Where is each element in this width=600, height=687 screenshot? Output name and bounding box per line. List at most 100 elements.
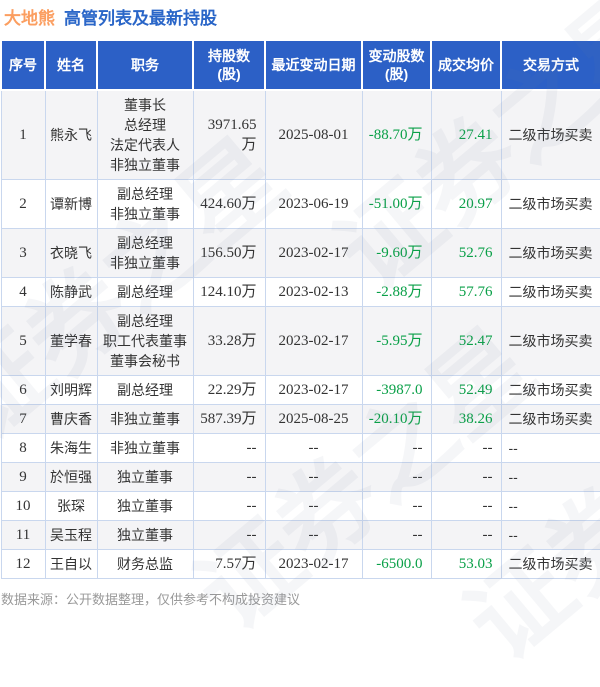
cell-shares: 3971.65万 (192, 89, 266, 180)
cell-seq: 6 (0, 375, 46, 405)
cell-method: 二级市场买卖 (500, 277, 600, 307)
col-header-position: 职务 (96, 39, 194, 91)
cell-position: 副总经理 (96, 375, 194, 405)
cell-shares: 424.60万 (192, 179, 266, 229)
cell-name: 王自以 (44, 549, 98, 579)
cell-change: -51.00万 (361, 179, 432, 229)
cell-date: -- (264, 520, 363, 550)
cell-seq: 11 (0, 520, 46, 550)
cell-date: 2023-02-17 (264, 228, 363, 278)
table-row: 9 於恒强 独立董事 -- -- -- -- -- (0, 462, 600, 492)
cell-price: 20.97 (430, 179, 502, 229)
col-header-shares: 持股数 (股) (192, 39, 266, 91)
cell-shares: 22.29万 (192, 375, 266, 405)
cell-date: 2023-06-19 (264, 179, 363, 229)
data-source-note: 数据来源：公开数据整理，仅供参考不构成投资建议 (1, 592, 301, 607)
col-header-date: 最近变动日期 (264, 39, 363, 91)
col-header-name: 姓名 (44, 39, 98, 91)
cell-change: -- (361, 520, 432, 550)
cell-position: 独立董事 (96, 520, 194, 550)
cell-price: 52.76 (430, 228, 502, 278)
cell-price: 38.26 (430, 404, 502, 434)
cell-price: 27.41 (430, 89, 502, 180)
page-title: 大地熊 高管列表及最新持股 (0, 0, 600, 30)
stock-name: 大地熊 (4, 9, 55, 28)
cell-price: -- (430, 520, 502, 550)
cell-name: 董学春 (44, 306, 98, 376)
cell-change: -2.88万 (361, 277, 432, 307)
cell-seq: 7 (0, 404, 46, 434)
cell-method: -- (500, 433, 600, 463)
cell-method: 二级市场买卖 (500, 228, 600, 278)
cell-price: 52.47 (430, 306, 502, 376)
cell-seq: 1 (0, 89, 46, 180)
table-row: 7 曹庆香 非独立董事 587.39万 2025-08-25 -20.10万 38.26 二级… (0, 404, 600, 434)
table-row: 4 陈静武 副总经理 124.10万 2023-02-13 -2.88万 57.76 二级市场… (0, 277, 600, 307)
table-header-row: 序号 姓名 职务 持股数 (股) 最近变动日期 变动股数 (股) 成交均价 交易… (0, 39, 600, 91)
cell-change: -5.95万 (361, 306, 432, 376)
table-row: 2 谭新博 副总经理 非独立董事 424.60万 2023-06-19 -51.00万 20… (0, 179, 600, 229)
cell-shares: 156.50万 (192, 228, 266, 278)
col-header-seq: 序号 (0, 39, 46, 91)
col-header-method: 交易方式 (500, 39, 600, 91)
table-body: 1 熊永飞 董事长 总经理 法定代表人 非独立董事 3971.65万 2025-08-0… (0, 89, 600, 579)
cell-seq: 9 (0, 462, 46, 492)
table-row: 3 衣晓飞 副总经理 非独立董事 156.50万 2023-02-17 -9.60万 52.… (0, 228, 600, 278)
cell-date: 2023-02-17 (264, 549, 363, 579)
table-row: 1 熊永飞 董事长 总经理 法定代表人 非独立董事 3971.65万 2025-08-0… (0, 89, 600, 180)
cell-method: 二级市场买卖 (500, 404, 600, 434)
cell-change: -6500.0 (361, 549, 432, 579)
cell-price: -- (430, 491, 502, 521)
cell-seq: 10 (0, 491, 46, 521)
cell-shares: -- (192, 462, 266, 492)
cell-name: 吴玉程 (44, 520, 98, 550)
cell-position: 副总经理 非独立董事 (96, 228, 194, 278)
table-row: 6 刘明辉 副总经理 22.29万 2023-02-17 -3987.0 52.49 二级市场… (0, 375, 600, 405)
table-row: 10 张琛 独立董事 -- -- -- -- -- (0, 491, 600, 521)
cell-price: 53.03 (430, 549, 502, 579)
table-row: 11 吴玉程 独立董事 -- -- -- -- -- (0, 520, 600, 550)
cell-shares: -- (192, 491, 266, 521)
col-header-price: 成交均价 (430, 39, 502, 91)
cell-method: 二级市场买卖 (500, 375, 600, 405)
table-row: 12 王自以 财务总监 7.57万 2023-02-17 -6500.0 53.03 二级市场… (0, 549, 600, 579)
cell-name: 熊永飞 (44, 89, 98, 180)
cell-shares: 587.39万 (192, 404, 266, 434)
cell-method: -- (500, 520, 600, 550)
cell-date: 2023-02-17 (264, 306, 363, 376)
cell-name: 张琛 (44, 491, 98, 521)
cell-name: 刘明辉 (44, 375, 98, 405)
cell-date: -- (264, 491, 363, 521)
cell-method: 二级市场买卖 (500, 89, 600, 180)
cell-seq: 8 (0, 433, 46, 463)
cell-date: -- (264, 433, 363, 463)
cell-change: -- (361, 491, 432, 521)
cell-seq: 4 (0, 277, 46, 307)
cell-name: 於恒强 (44, 462, 98, 492)
cell-price: -- (430, 462, 502, 492)
cell-change: -88.70万 (361, 89, 432, 180)
cell-change: -20.10万 (361, 404, 432, 434)
cell-change: -- (361, 433, 432, 463)
cell-position: 财务总监 (96, 549, 194, 579)
cell-date: 2023-02-17 (264, 375, 363, 405)
cell-shares: 7.57万 (192, 549, 266, 579)
cell-seq: 3 (0, 228, 46, 278)
cell-position: 非独立董事 (96, 404, 194, 434)
cell-position: 非独立董事 (96, 433, 194, 463)
cell-seq: 2 (0, 179, 46, 229)
cell-change: -3987.0 (361, 375, 432, 405)
cell-position: 独立董事 (96, 462, 194, 492)
cell-position: 副总经理 (96, 277, 194, 307)
cell-method: 二级市场买卖 (500, 306, 600, 376)
cell-shares: 33.28万 (192, 306, 266, 376)
cell-seq: 5 (0, 306, 46, 376)
cell-name: 谭新博 (44, 179, 98, 229)
cell-date: 2023-02-13 (264, 277, 363, 307)
cell-date: 2025-08-01 (264, 89, 363, 180)
cell-price: 52.49 (430, 375, 502, 405)
cell-position: 副总经理 职工代表董事 董事会秘书 (96, 306, 194, 376)
cell-name: 朱海生 (44, 433, 98, 463)
cell-date: -- (264, 462, 363, 492)
cell-change: -9.60万 (361, 228, 432, 278)
